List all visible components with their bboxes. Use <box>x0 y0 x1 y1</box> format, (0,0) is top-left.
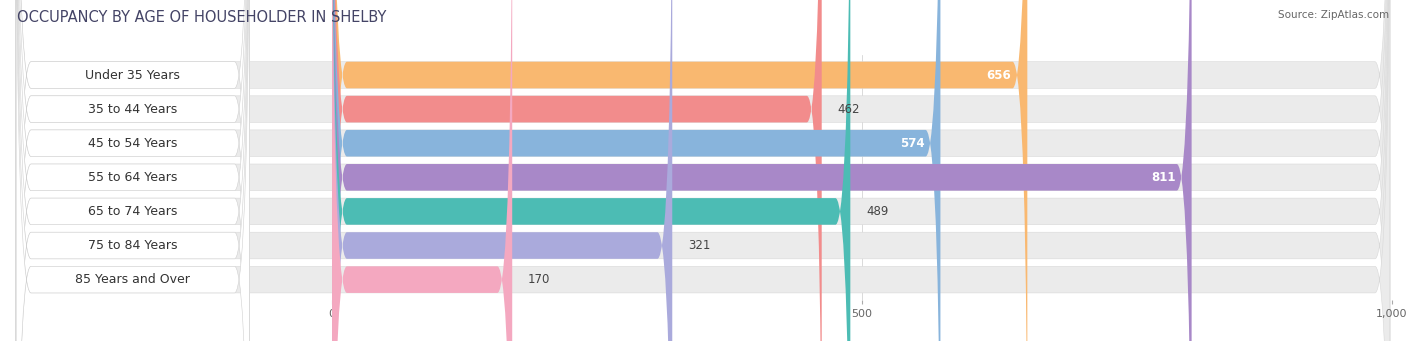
FancyBboxPatch shape <box>17 0 249 341</box>
Text: 170: 170 <box>529 273 551 286</box>
Text: 85 Years and Over: 85 Years and Over <box>76 273 190 286</box>
FancyBboxPatch shape <box>17 0 1389 341</box>
Text: Source: ZipAtlas.com: Source: ZipAtlas.com <box>1278 10 1389 20</box>
Text: 656: 656 <box>987 69 1011 81</box>
Text: 55 to 64 Years: 55 to 64 Years <box>89 171 177 184</box>
Text: 811: 811 <box>1152 171 1175 184</box>
FancyBboxPatch shape <box>332 0 1192 341</box>
Text: 65 to 74 Years: 65 to 74 Years <box>89 205 177 218</box>
Text: OCCUPANCY BY AGE OF HOUSEHOLDER IN SHELBY: OCCUPANCY BY AGE OF HOUSEHOLDER IN SHELB… <box>17 10 387 25</box>
FancyBboxPatch shape <box>332 0 512 341</box>
FancyBboxPatch shape <box>17 0 1389 341</box>
Text: 574: 574 <box>900 137 925 150</box>
FancyBboxPatch shape <box>17 0 1389 341</box>
FancyBboxPatch shape <box>332 0 851 341</box>
Text: 462: 462 <box>838 103 860 116</box>
FancyBboxPatch shape <box>332 0 672 341</box>
FancyBboxPatch shape <box>332 0 821 341</box>
FancyBboxPatch shape <box>17 0 249 341</box>
FancyBboxPatch shape <box>17 0 1389 341</box>
FancyBboxPatch shape <box>17 0 249 341</box>
FancyBboxPatch shape <box>17 0 1389 341</box>
FancyBboxPatch shape <box>17 0 1389 341</box>
FancyBboxPatch shape <box>17 0 249 341</box>
FancyBboxPatch shape <box>332 0 1028 341</box>
Text: 45 to 54 Years: 45 to 54 Years <box>89 137 177 150</box>
Text: 321: 321 <box>688 239 710 252</box>
FancyBboxPatch shape <box>17 0 249 341</box>
FancyBboxPatch shape <box>17 0 1389 341</box>
FancyBboxPatch shape <box>17 0 249 341</box>
Text: 35 to 44 Years: 35 to 44 Years <box>89 103 177 116</box>
Text: Under 35 Years: Under 35 Years <box>86 69 180 81</box>
FancyBboxPatch shape <box>332 0 941 341</box>
Text: 75 to 84 Years: 75 to 84 Years <box>89 239 177 252</box>
Text: 489: 489 <box>866 205 889 218</box>
FancyBboxPatch shape <box>17 0 249 341</box>
